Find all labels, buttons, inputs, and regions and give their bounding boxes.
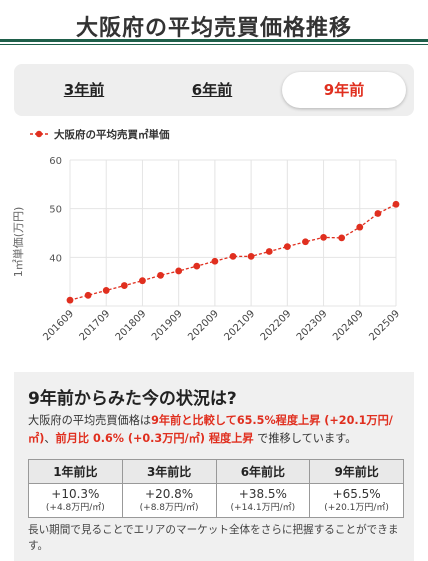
desc-highlight-month: 前月比 0.6% (+0.3万円/㎡) 程度上昇 xyxy=(55,432,254,445)
data-point xyxy=(392,200,400,208)
data-point xyxy=(338,234,346,242)
header-3y: 3年前比 xyxy=(121,459,217,484)
status-panel: 9年前からみた今の状況は? 大阪府の平均売買価格は9年前と比較して65.5%程度… xyxy=(14,372,414,561)
data-point xyxy=(356,223,364,231)
data-point xyxy=(66,296,74,304)
y-tick-labels: 40 50 60 xyxy=(49,156,62,264)
tab-3-years[interactable]: 3年前 xyxy=(63,81,105,99)
cell-9y: +65.5% (+20.1万円/㎡) xyxy=(309,483,404,518)
value-9y: +65.5% xyxy=(332,486,381,501)
value-6y: +38.5% xyxy=(238,486,287,501)
data-point xyxy=(374,210,382,217)
header-rule xyxy=(0,39,428,42)
header-rule-thin xyxy=(0,44,428,45)
status-heading: 9年前からみた今の状況は? xyxy=(28,389,237,409)
price-line-chart: 大阪府の平均売買㎡単価 1㎡単価(万円) 40 50 60 201609 201709… xyxy=(11,128,402,343)
status-description: 大阪府の平均売買価格は9年前と比較して65.5%程度上昇 (+20.1万円/㎡)… xyxy=(28,412,404,448)
data-point xyxy=(320,233,327,241)
sub-3y: (+8.8万円/㎡) xyxy=(139,502,199,513)
x-tick-label: 202309 xyxy=(295,308,330,343)
data-point xyxy=(120,282,128,289)
data-point xyxy=(139,277,146,285)
x-tick-label: 202009 xyxy=(186,308,221,343)
x-tick-label: 201709 xyxy=(78,308,113,343)
desc-prefix: 大阪府の平均売買価格は xyxy=(28,414,152,427)
tab-6-years[interactable]: 6年前 xyxy=(191,81,233,99)
x-tick-label: 201609 xyxy=(41,308,76,343)
data-point xyxy=(247,252,255,260)
legend-label: 大阪府の平均売買㎡単価 xyxy=(54,128,170,141)
series-points xyxy=(66,200,400,304)
data-point xyxy=(157,271,164,279)
tab-9-years[interactable]: 9年前 xyxy=(282,72,406,108)
y-tick-label: 40 xyxy=(49,253,62,264)
cell-6y: +38.5% (+14.1万円/㎡) xyxy=(215,483,311,518)
data-point xyxy=(265,248,273,255)
y-tick-label: 60 xyxy=(49,156,62,167)
value-1y: +10.3% xyxy=(51,486,100,501)
data-point xyxy=(211,257,219,265)
data-point xyxy=(229,252,237,260)
period-tabs: 3年前 6年前 9年前 xyxy=(14,64,414,116)
sub-6y: (+14.1万円/㎡) xyxy=(230,502,296,513)
chart-legend: 大阪府の平均売買㎡単価 xyxy=(30,128,170,141)
chart-grid xyxy=(69,159,397,307)
page-title: 大阪府の平均売買価格推移 xyxy=(75,16,352,41)
cell-1y: +10.3% (+4.8万円/㎡) xyxy=(28,483,123,518)
desc-highlight-9y: 9年前と比較して65.5%程度上昇 (+20.1万円/㎡) xyxy=(28,414,393,445)
header-6y: 6年前比 xyxy=(215,459,311,484)
y-axis-label: 1㎡単価(万円) xyxy=(11,207,25,278)
header-1y: 1年前比 xyxy=(28,459,123,484)
sub-1y: (+4.8万円/㎡) xyxy=(45,502,105,513)
x-tick-label: 202209 xyxy=(259,308,294,343)
data-point xyxy=(283,243,291,251)
x-tick-label: 202409 xyxy=(331,308,366,343)
x-tick-label: 201809 xyxy=(114,308,149,343)
data-point xyxy=(175,267,183,275)
comparison-table: 1年前比 3年前比 6年前比 9年前比 +10.3% (+4.8万円/㎡) +20… xyxy=(28,459,404,518)
status-note: 長い期間で見ることでエリアのマーケット全体をさらに把握することができます。 xyxy=(28,524,399,552)
x-tick-label: 202109 xyxy=(222,308,257,343)
page-header: 大阪府の平均売買価格推移 xyxy=(0,0,428,46)
series-line xyxy=(69,203,397,301)
x-tick-labels: 201609 201709 201809 201909 202009 202109 2022… xyxy=(41,308,402,343)
sub-9y: (+20.1万円/㎡) xyxy=(324,502,389,513)
x-tick-label: 201909 xyxy=(150,308,185,343)
cell-3y: +20.8% (+8.8万円/㎡) xyxy=(121,483,217,518)
value-3y: +20.8% xyxy=(145,486,194,501)
legend-marker xyxy=(35,130,43,138)
y-tick-label: 50 xyxy=(49,205,62,216)
data-point xyxy=(102,287,110,294)
data-point xyxy=(193,262,201,270)
table-row: +10.3% (+4.8万円/㎡) +20.8% (+8.8万円/㎡) +38.5%… xyxy=(28,483,404,518)
data-point xyxy=(84,291,92,299)
desc-mid: 、 xyxy=(44,432,56,445)
desc-suffix: で推移しています。 xyxy=(253,432,357,445)
header-9y: 9年前比 xyxy=(309,459,404,484)
table-header-row: 1年前比 3年前比 6年前比 9年前比 xyxy=(28,459,404,484)
data-point xyxy=(302,238,309,246)
x-tick-label: 202509 xyxy=(367,308,402,343)
